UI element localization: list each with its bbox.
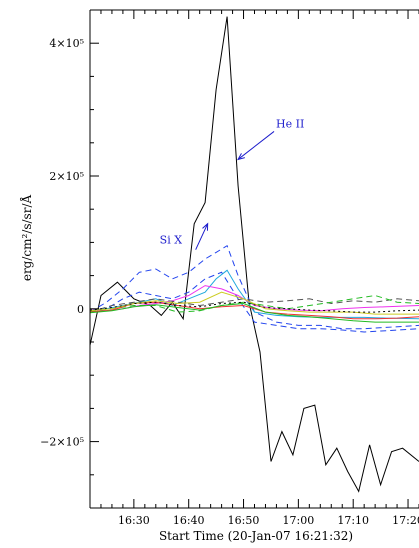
y-tick-label: 4×10⁵ [49,37,84,50]
series-line-10 [89,301,419,313]
annotation-layer: He II Si X [160,117,304,250]
annotation-label: Si X [160,234,183,247]
x-axis-label: Start Time (20-Jan-07 16:21:32) [159,529,353,543]
series-line-1 [89,244,419,330]
annotation-arrow [237,131,275,160]
x-tick-label: 16:50 [228,514,260,527]
y-tick-label: 2×10⁵ [49,170,84,183]
series-line-2 [89,271,419,333]
y-axis-label: erg/cm²/s/sr/Å [19,195,34,282]
series-layer [89,16,419,493]
annotation-label: He II [276,117,304,130]
x-tick-label: 17:20 [392,514,419,527]
x-tick-label: 17:10 [337,514,369,527]
series-line-9 [89,291,419,315]
annotation-arrowhead [237,153,245,161]
annotation-arrow [195,223,209,250]
x-tick-label: 16:30 [118,514,150,527]
x-tick-label: 17:00 [283,514,315,527]
annotation-arrowhead [202,222,209,231]
series-line-4 [89,285,419,312]
axes-layer: 16:30 16:40 16:50 17:00 17:10 17:20 4×10⁵ 2×10⁵… [40,9,419,527]
series-line-0 [89,16,419,493]
y-tick-label: 0 [77,303,84,316]
x-tick-label: 16:40 [173,514,205,527]
y-tick-label: −2×10⁵ [40,436,84,449]
series-line-8 [89,302,419,323]
